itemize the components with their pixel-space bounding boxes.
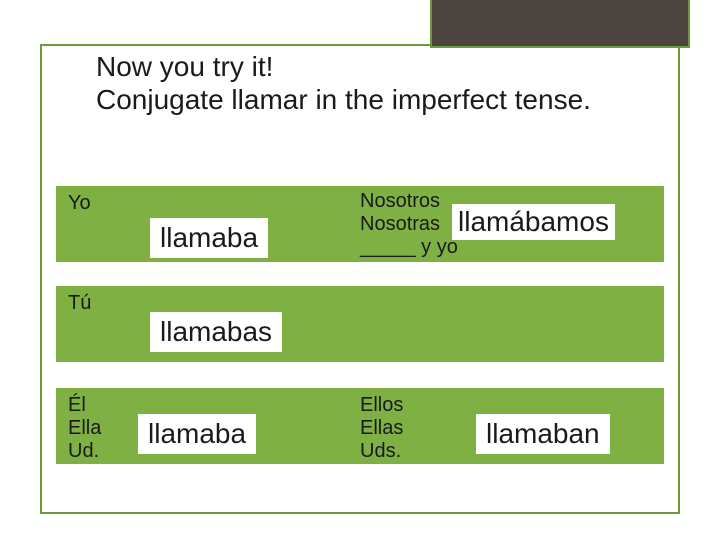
answer-yo: llamaba	[150, 218, 268, 258]
nosotros-l1: Nosotros	[360, 190, 440, 212]
slide-title: Now you try it! Conjugate llamar in the …	[96, 50, 656, 116]
conjugation-row-2	[56, 286, 664, 362]
ellos-l3: Uds.	[360, 440, 401, 462]
ellos-l1: Ellos	[360, 394, 403, 416]
pronoun-ellos: Ellos Ellas Uds.	[360, 394, 403, 463]
el-l2: Ella	[68, 417, 101, 439]
el-l1: Él	[68, 394, 86, 416]
nosotros-l3: _____ y yo	[360, 236, 458, 258]
title-line-2: Conjugate llamar in the imperfect tense.	[96, 84, 591, 115]
pronoun-nosotros: Nosotros Nosotras _____ y yo	[360, 190, 458, 259]
answer-ellos: llamaban	[476, 414, 610, 454]
pronoun-yo: Yo	[68, 192, 91, 215]
answer-nosotros: llamábamos	[452, 204, 615, 240]
pronoun-tu: Tú	[68, 292, 91, 315]
corner-accent-box	[430, 0, 690, 48]
pronoun-el: Él Ella Ud.	[68, 394, 101, 463]
title-line-1: Now you try it!	[96, 51, 273, 82]
answer-el: llamaba	[138, 414, 256, 454]
answer-tu: llamabas	[150, 312, 282, 352]
ellos-l2: Ellas	[360, 417, 403, 439]
nosotros-l2: Nosotras	[360, 213, 440, 235]
el-l3: Ud.	[68, 440, 99, 462]
